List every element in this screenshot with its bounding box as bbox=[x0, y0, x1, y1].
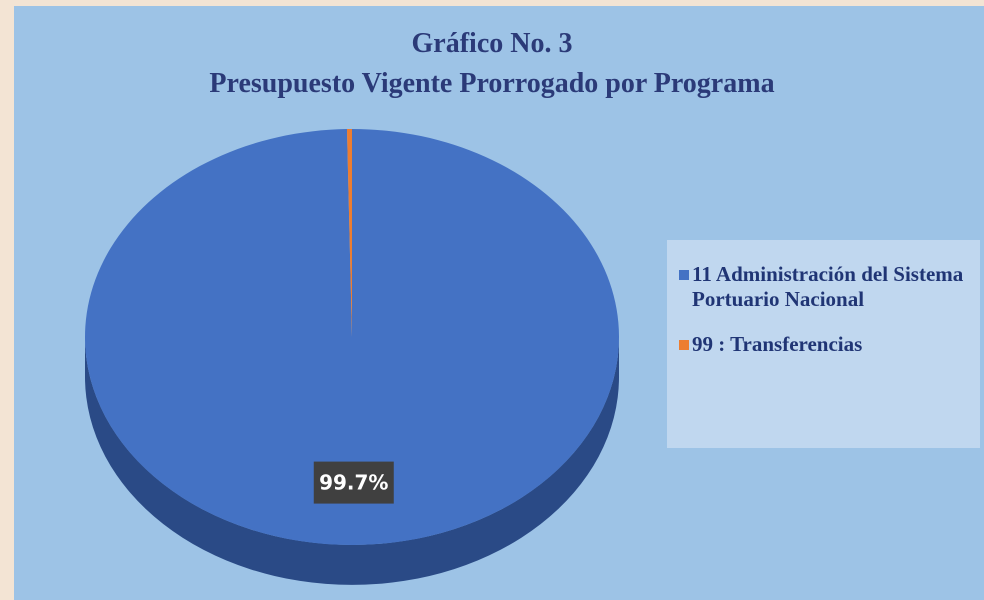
legend-item: 11 Administración del Sistema Portuario … bbox=[679, 262, 972, 312]
legend-label: 11 Administración del Sistema Portuario … bbox=[692, 262, 964, 311]
pie-slice bbox=[85, 129, 620, 545]
pie: 99.7% bbox=[85, 129, 620, 585]
chart-subtitle: Presupuesto Vigente Prorrogado por Progr… bbox=[209, 68, 774, 99]
chart-title: Gráfico No. 3 bbox=[412, 28, 573, 59]
pie-side bbox=[85, 337, 619, 585]
data-label-box bbox=[313, 461, 394, 504]
legend: 11 Administración del Sistema Portuario … bbox=[667, 240, 980, 448]
data-label: 99.7% bbox=[319, 471, 388, 495]
pie-slice bbox=[346, 129, 352, 337]
legend-swatch bbox=[679, 340, 689, 350]
legend-label: 99 : Transferencias bbox=[692, 332, 863, 356]
legend-swatch bbox=[679, 270, 689, 280]
legend-item: 99 : Transferencias bbox=[679, 332, 972, 357]
